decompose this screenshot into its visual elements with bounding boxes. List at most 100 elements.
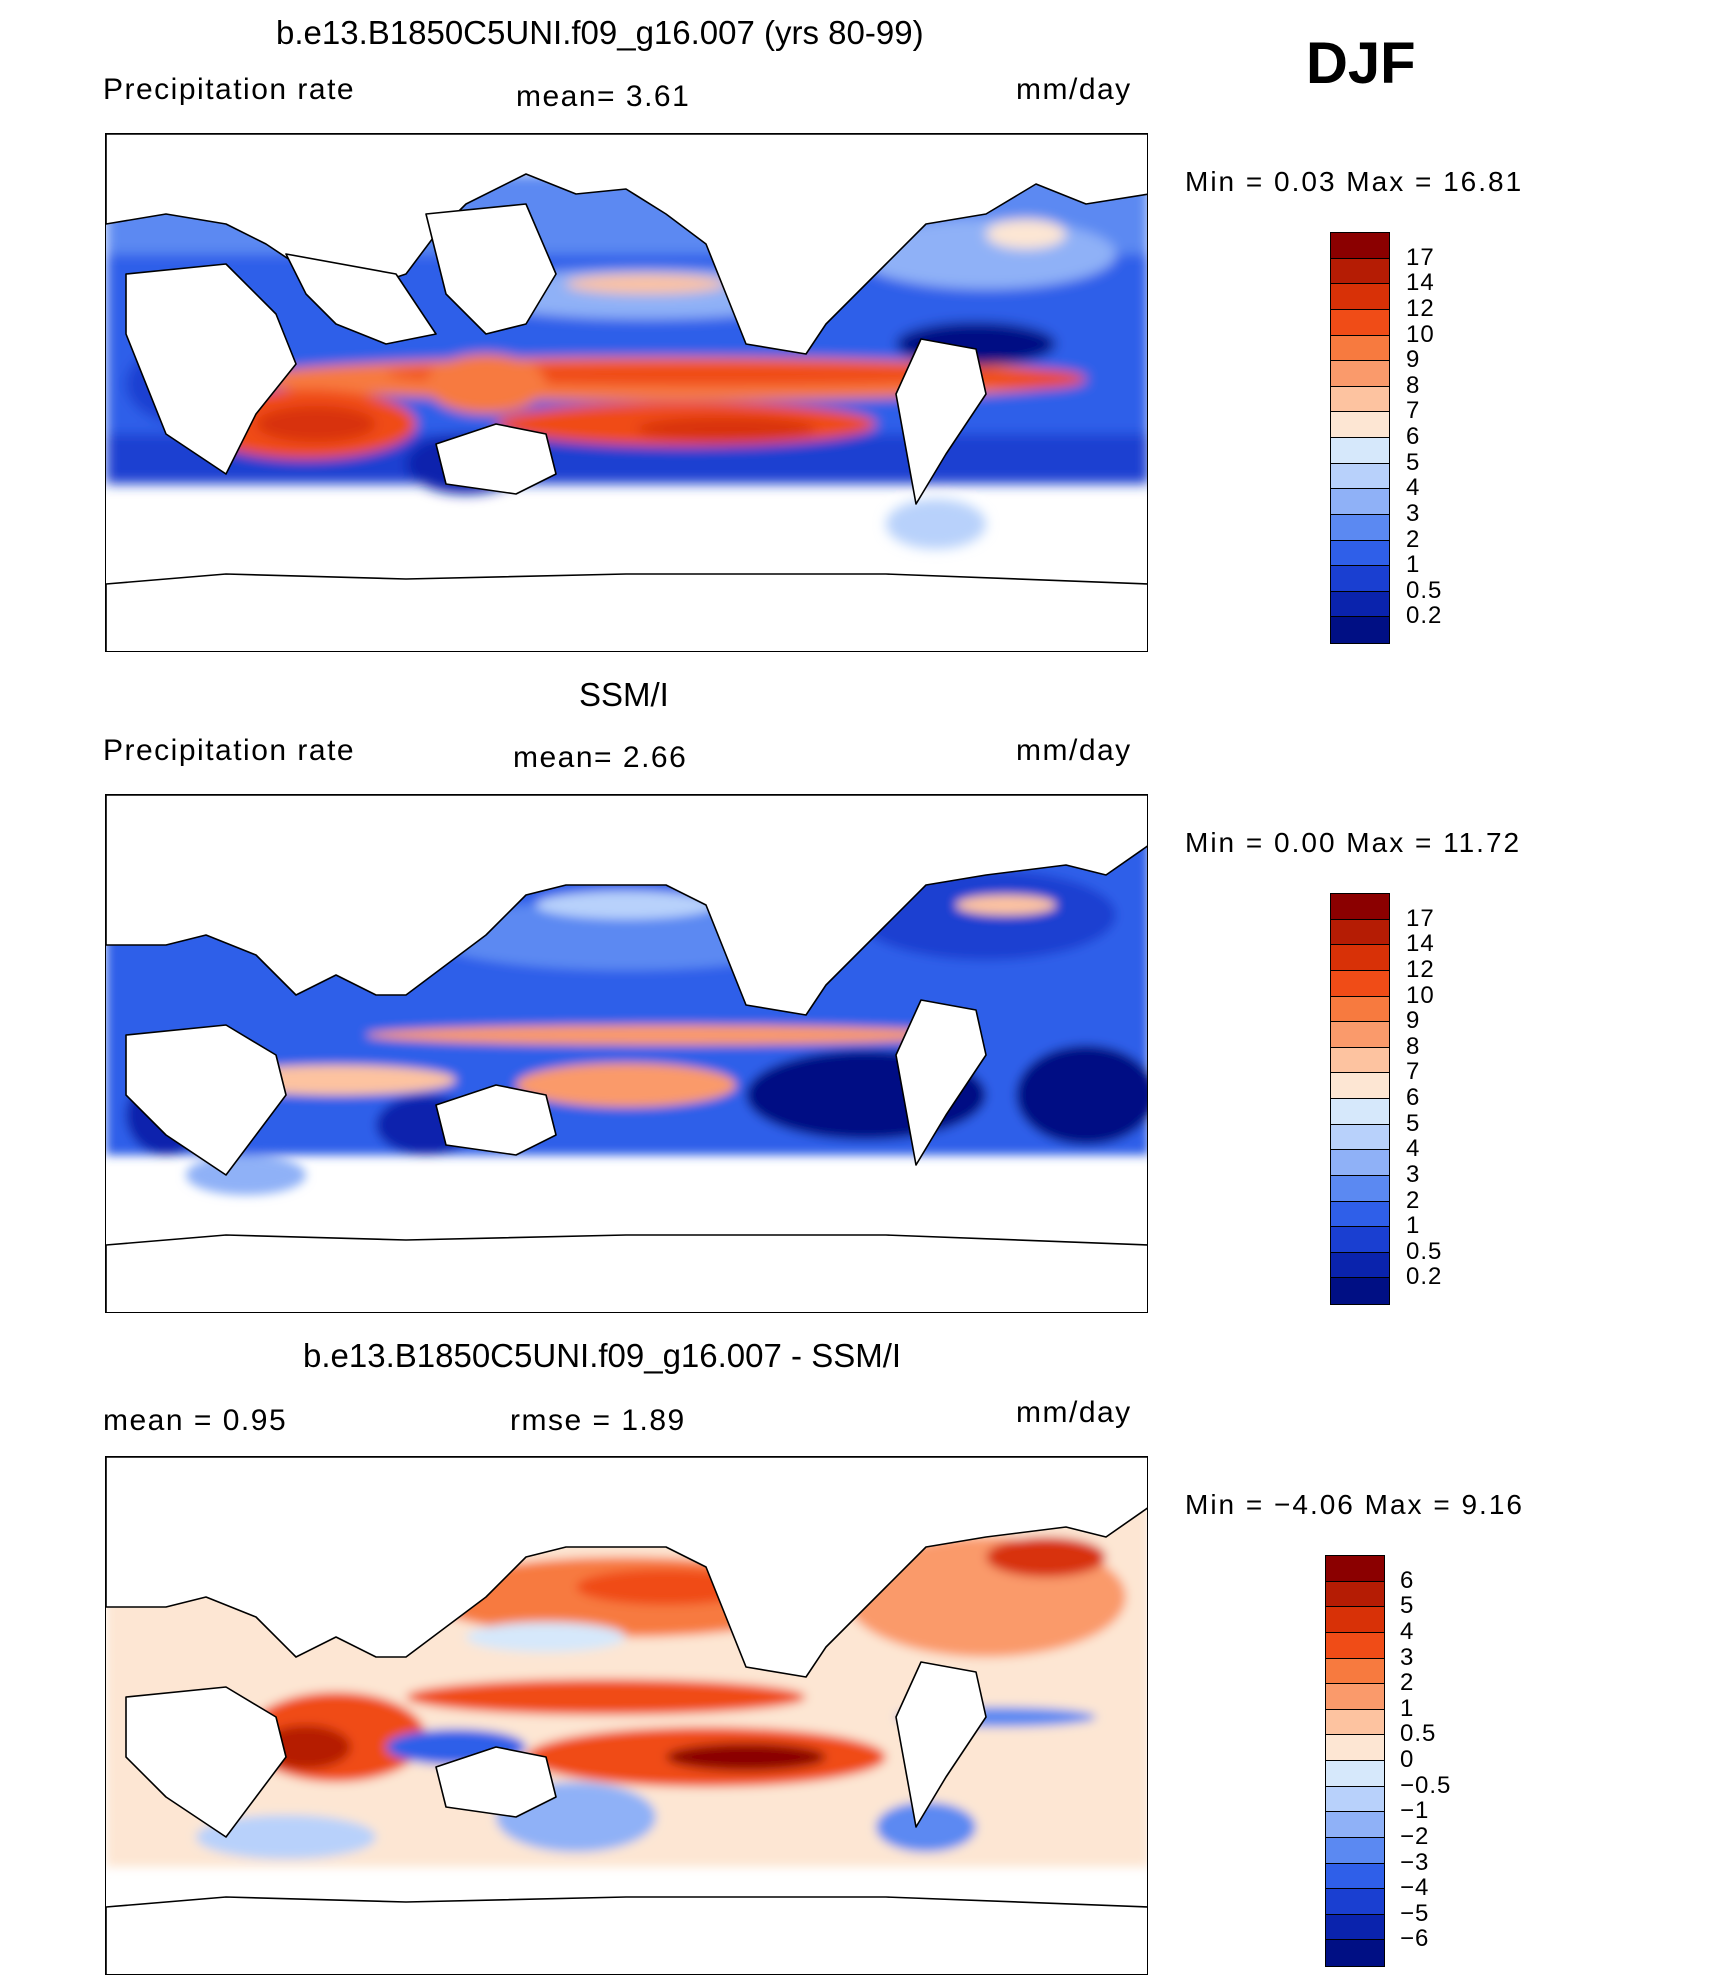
colorbar-box [1331, 335, 1389, 362]
colorbar-box [1331, 1227, 1389, 1253]
colorbar-tick-label: 1 [1400, 1694, 1415, 1722]
colorbar-tick-label: 0.2 [1406, 1263, 1443, 1291]
colorbar-box [1331, 309, 1389, 336]
colorbar-tick-label: 7 [1406, 397, 1421, 425]
panel-2-variable-label: Precipitation rate [103, 734, 356, 767]
colorbar-box [1326, 1581, 1384, 1608]
colorbar-tick-label: 0.5 [1406, 1237, 1443, 1265]
colorbar-tick-label: 5 [1400, 1592, 1415, 1620]
colorbar-tick-label: 8 [1406, 1032, 1421, 1060]
colorbar-tick-label: 4 [1400, 1617, 1415, 1645]
colorbar-tick-label: 10 [1406, 320, 1435, 348]
colorbar-tick-label: −1 [1400, 1797, 1430, 1825]
colorbar-box [1326, 1632, 1384, 1659]
colorbar-box [1331, 1022, 1389, 1048]
panel-1-colorbar [1330, 232, 1390, 644]
colorbar-tick-label: 10 [1406, 981, 1435, 1009]
colorbar-box [1331, 463, 1389, 490]
colorbar-tick-label: 14 [1406, 930, 1435, 958]
colorbar-box [1331, 540, 1389, 567]
panel-3-units-label: mm/day [1016, 1396, 1132, 1429]
panel-2-colorbar [1330, 893, 1390, 1305]
colorbar-box [1331, 1099, 1389, 1125]
colorbar-tick-label: 12 [1406, 955, 1435, 983]
colorbar-tick-label: 6 [1400, 1566, 1415, 1594]
panel-1-colorbar-ticks: 17 14 12 10 9 8 7 6 5 4 3 2 1 0.5 0.2 [1406, 232, 1506, 644]
colorbar-tick-label: 4 [1406, 474, 1421, 502]
colorbar-tick-label: −0.5 [1400, 1771, 1452, 1799]
season-label: DJF [1306, 31, 1416, 96]
colorbar-tick-label: 17 [1406, 243, 1435, 271]
panel-2-mean-label: mean= 2.66 [513, 741, 688, 774]
colorbar-box [1331, 361, 1389, 387]
colorbar-tick-label: 6 [1406, 423, 1421, 450]
panel-1-land-mask [106, 134, 1147, 651]
colorbar-box [1331, 945, 1389, 971]
colorbar-tick-label: 14 [1406, 269, 1435, 297]
colorbar-box [1326, 1837, 1384, 1864]
colorbar-box [1326, 1914, 1384, 1941]
colorbar-box [1331, 1124, 1389, 1151]
colorbar-box [1326, 1658, 1384, 1685]
panel-3-colorbar-ticks: 6 5 4 3 2 1 0.5 0 −0.5 −1 −2 −3 −4 −5 −6 [1400, 1555, 1510, 1967]
colorbar-tick-label: 1 [1406, 551, 1421, 579]
colorbar-box [1326, 1735, 1384, 1761]
colorbar-tick-label: 3 [1406, 499, 1421, 527]
colorbar-box [1326, 1786, 1384, 1813]
colorbar-tick-label: 2 [1400, 1669, 1415, 1697]
colorbar-box [1331, 233, 1389, 259]
panel-2-title: SSM/I [579, 676, 669, 713]
colorbar-tick-label: 5 [1406, 1109, 1421, 1137]
colorbar-box [1331, 1175, 1389, 1202]
panel-1-minmax: Min = 0.03 Max = 16.81 [1185, 166, 1524, 197]
colorbar-box [1326, 1863, 1384, 1890]
colorbar-tick-label: 6 [1406, 1084, 1421, 1111]
colorbar-box [1326, 1940, 1384, 1966]
colorbar-box [1326, 1556, 1384, 1582]
panel-3-map [105, 1456, 1148, 1975]
colorbar-box [1331, 412, 1389, 438]
panel-3-title: b.e13.B1850C5UNI.f09_g16.007 - SSM/I [303, 1337, 902, 1374]
colorbar-box [1331, 514, 1389, 541]
colorbar-box [1331, 1073, 1389, 1099]
colorbar-box [1331, 1252, 1389, 1279]
colorbar-tick-label: 9 [1406, 346, 1421, 374]
colorbar-tick-label: 4 [1406, 1135, 1421, 1163]
panel-3-colorbar [1325, 1555, 1385, 1967]
colorbar-box [1331, 970, 1389, 997]
panel-1-units-label: mm/day [1016, 73, 1132, 106]
colorbar-box [1326, 1889, 1384, 1915]
colorbar-box [1331, 489, 1389, 515]
colorbar-box [1331, 996, 1389, 1023]
colorbar-tick-label: 8 [1406, 371, 1421, 399]
colorbar-tick-label: −5 [1400, 1899, 1430, 1927]
colorbar-box [1331, 566, 1389, 592]
colorbar-tick-label: 0.2 [1406, 602, 1443, 630]
colorbar-tick-label: −2 [1400, 1822, 1430, 1850]
colorbar-box [1331, 1278, 1389, 1304]
colorbar-tick-label: 12 [1406, 294, 1435, 322]
colorbar-box [1331, 1047, 1389, 1074]
panel-1-title: b.e13.B1850C5UNI.f09_g16.007 (yrs 80-99) [276, 14, 924, 51]
colorbar-box [1326, 1761, 1384, 1787]
panel-2-minmax: Min = 0.00 Max = 11.72 [1185, 827, 1522, 858]
colorbar-box [1331, 919, 1389, 946]
colorbar-box [1331, 894, 1389, 920]
colorbar-box [1326, 1709, 1384, 1736]
colorbar-tick-label: 3 [1406, 1160, 1421, 1188]
colorbar-tick-label: −3 [1400, 1848, 1430, 1876]
colorbar-tick-label: 5 [1406, 448, 1421, 476]
colorbar-box [1331, 617, 1389, 643]
panel-1-map [105, 133, 1148, 652]
colorbar-tick-label: 9 [1406, 1007, 1421, 1035]
panel-3-mean-label: mean = 0.95 [103, 1404, 288, 1437]
colorbar-tick-label: 1 [1406, 1212, 1421, 1240]
colorbar-box [1331, 258, 1389, 285]
panel-2-colorbar-ticks: 17 14 12 10 9 8 7 6 5 4 3 2 1 0.5 0.2 [1406, 893, 1506, 1305]
colorbar-tick-label: −4 [1400, 1874, 1430, 1902]
panel-2-map [105, 794, 1148, 1313]
colorbar-box [1331, 591, 1389, 618]
panel-2-units-label: mm/day [1016, 734, 1132, 767]
colorbar-tick-label: 0.5 [1406, 576, 1443, 604]
panel-1-mean-label: mean= 3.61 [516, 80, 691, 113]
